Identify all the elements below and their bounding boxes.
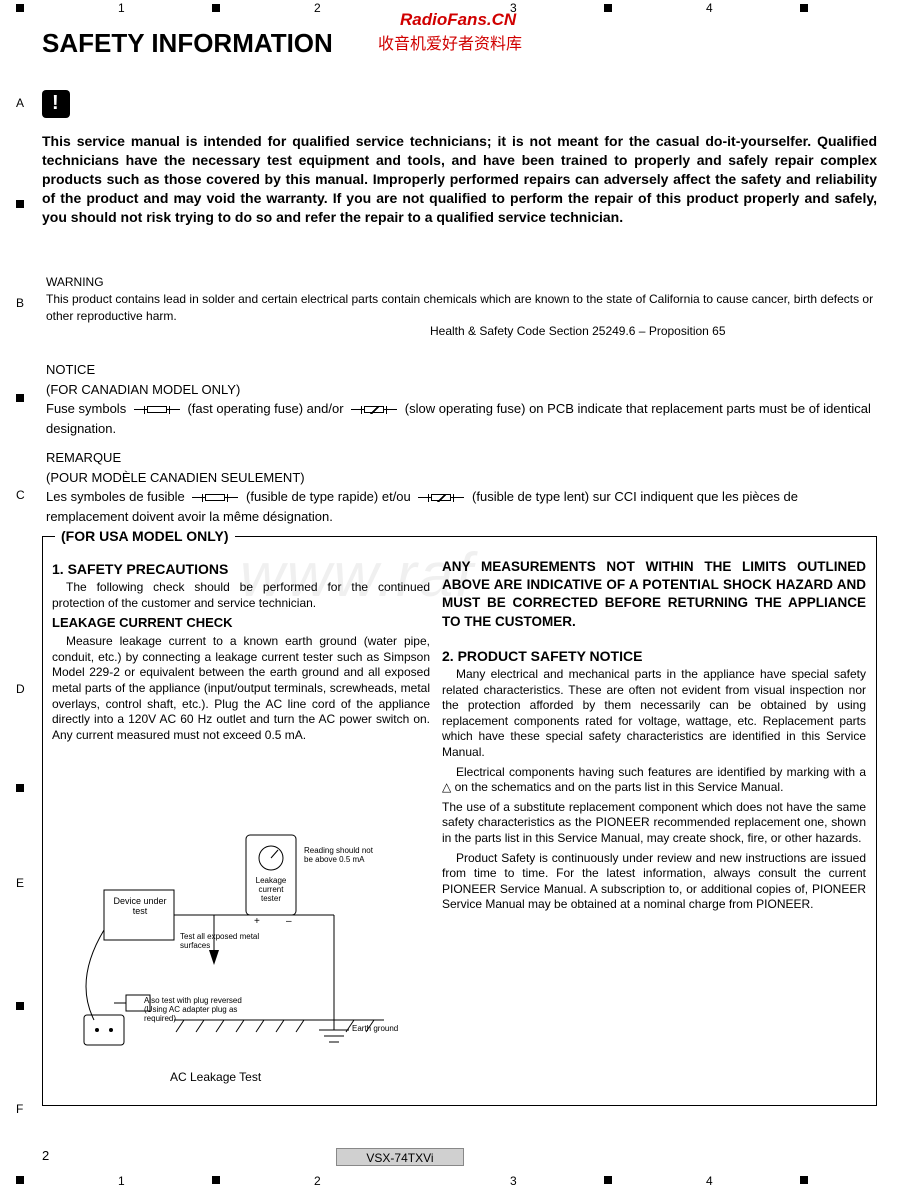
intro-paragraph: This service manual is intended for qual…	[42, 132, 877, 226]
usa-model-legend: (FOR USA MODEL ONLY)	[55, 528, 235, 544]
model-label: VSX-74TXVi	[336, 1148, 464, 1166]
grid-number: 2	[314, 1, 321, 15]
grid-mark	[800, 4, 808, 12]
exclamation-icon	[42, 90, 70, 118]
grid-mark	[16, 784, 24, 792]
measurement-warning: ANY MEASUREMENTS NOT WITHIN THE LIMITS O…	[442, 558, 866, 631]
remarque-line: Les symboles de fusible (fusible de type…	[46, 487, 876, 526]
grid-number: 1	[118, 1174, 125, 1188]
remarque-heading: REMARQUE	[46, 448, 876, 468]
safety-precautions-para: The following check should be performed …	[52, 580, 430, 611]
grid-mark	[212, 4, 220, 12]
notice-heading: NOTICE	[46, 360, 876, 380]
health-code: Health & Safety Code Section 25249.6 – P…	[430, 324, 726, 338]
right-column: ANY MEASUREMENTS NOT WITHIN THE LIMITS O…	[442, 558, 866, 917]
grid-mark	[604, 1176, 612, 1184]
notice-mid1: (fast operating fuse) and/or	[187, 401, 343, 416]
diagram-tester-label: Leakage current tester	[249, 876, 293, 903]
page-title: SAFETY INFORMATION	[42, 28, 333, 59]
row-letter: E	[16, 876, 24, 890]
remarque-sub: (POUR MODÈLE CANADIEN SEULEMENT)	[46, 468, 876, 488]
grid-mark	[16, 394, 24, 402]
row-letter: D	[16, 682, 25, 696]
diagram-also-label: Also test with plug reversed (Using AC a…	[144, 996, 244, 1023]
grid-number: 2	[314, 1174, 321, 1188]
grid-mark	[16, 1002, 24, 1010]
notice-line: Fuse symbols (fast operating fuse) and/o…	[46, 399, 876, 438]
grid-number: 1	[118, 1, 125, 15]
product-safety-p4: Product Safety is continuously under rev…	[442, 851, 866, 913]
remarque-block: REMARQUE (POUR MODÈLE CANADIEN SEULEMENT…	[46, 448, 876, 526]
notice-block: NOTICE (FOR CANADIAN MODEL ONLY) Fuse sy…	[46, 360, 876, 438]
warning-heading: WARNING	[46, 274, 876, 291]
row-letter: C	[16, 488, 25, 502]
diagram-minus: –	[286, 916, 292, 927]
product-safety-p3: The use of a substitute replacement comp…	[442, 800, 866, 847]
grid-mark	[800, 1176, 808, 1184]
leakage-check-heading: LEAKAGE CURRENT CHECK	[52, 615, 430, 632]
grid-number: 3	[510, 1174, 517, 1188]
grid-number: 4	[706, 1174, 713, 1188]
remarque-mid1: (fusible de type rapide) et/ou	[246, 489, 411, 504]
warning-body: This product contains lead in solder and…	[46, 291, 876, 325]
grid-mark	[16, 200, 24, 208]
notice-pre: Fuse symbols	[46, 401, 126, 416]
grid-number: 4	[706, 1, 713, 15]
fast-fuse-icon	[134, 405, 180, 415]
diagram-testall-label: Test all exposed metal surfaces	[180, 932, 260, 950]
diagram-device-label: Device under test	[110, 896, 170, 916]
slow-fuse-icon	[418, 493, 464, 503]
grid-mark	[16, 4, 24, 12]
leakage-check-para: Measure leakage current to a known earth…	[52, 634, 430, 743]
diagram-earth-label: Earth ground	[352, 1024, 402, 1033]
diagram-reading-label: Reading should not be above 0.5 mA	[304, 846, 384, 864]
watermark-text: RadioFans.CN	[400, 10, 516, 30]
leakage-test-diagram: Device under test Leakage current tester…	[64, 820, 434, 1100]
product-safety-heading: 2. PRODUCT SAFETY NOTICE	[442, 647, 866, 665]
diagram-plus: +	[254, 916, 260, 927]
grid-mark	[16, 1176, 24, 1184]
product-safety-p1: Many electrical and mechanical parts in …	[442, 667, 866, 761]
notice-sub: (FOR CANADIAN MODEL ONLY)	[46, 380, 876, 400]
diagram-caption: AC Leakage Test	[170, 1070, 261, 1084]
grid-mark	[604, 4, 612, 12]
row-letter: F	[16, 1102, 23, 1116]
watermark-subtitle: 收音机爱好者资料库	[378, 30, 522, 54]
grid-mark	[212, 1176, 220, 1184]
left-column: 1. SAFETY PRECAUTIONS The following chec…	[52, 558, 430, 747]
product-safety-p2: Electrical components having such featur…	[442, 765, 866, 796]
safety-precautions-heading: 1. SAFETY PRECAUTIONS	[52, 560, 430, 578]
page-number: 2	[42, 1148, 49, 1163]
row-letter: A	[16, 96, 24, 110]
remarque-pre: Les symboles de fusible	[46, 489, 185, 504]
row-letter: B	[16, 296, 24, 310]
fast-fuse-icon	[192, 493, 238, 503]
warning-block: WARNING This product contains lead in so…	[46, 274, 876, 324]
slow-fuse-icon	[351, 405, 397, 415]
